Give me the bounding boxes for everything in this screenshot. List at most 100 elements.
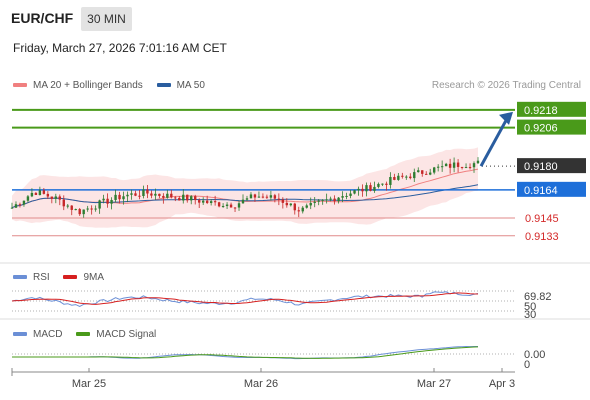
legend-swatch — [13, 332, 27, 337]
candle-body — [365, 185, 368, 192]
candle-body — [277, 198, 281, 200]
legend-ma50: MA 50 — [156, 80, 205, 91]
candle-body — [325, 199, 328, 201]
candle-body — [413, 172, 416, 179]
legend-label: MA 20 + Bollinger Bands — [33, 80, 143, 91]
timeframe-button[interactable]: 30 MIN — [81, 7, 132, 31]
candle-body — [54, 196, 58, 199]
price-tag-resistance — [517, 101, 586, 117]
candle-body — [456, 162, 460, 167]
chart-datetime: Friday, March 27, 2026 7:01:16 AM CET — [13, 41, 227, 55]
candle-body — [448, 163, 452, 168]
candle-body — [345, 195, 348, 197]
candle-body — [417, 170, 420, 173]
candle-body — [150, 193, 153, 196]
candle-body — [146, 189, 149, 194]
macd-legend: MACD MACD Signal — [13, 329, 167, 340]
rsi-level-label: 50 — [524, 301, 536, 313]
main-legend: MA 20 + Bollinger Bands MA 50 — [13, 80, 216, 91]
price-tag-label: 0.9206 — [524, 123, 558, 135]
x-tick-label: Mar 27 — [417, 378, 451, 390]
candle-body — [74, 209, 77, 211]
candle-body — [30, 192, 34, 197]
candle-body — [110, 199, 113, 204]
candle-body — [197, 200, 201, 203]
candle-body — [186, 194, 189, 201]
macd-last-label: 0.00 — [524, 349, 545, 361]
candle-body — [82, 209, 85, 215]
candle-body — [114, 194, 117, 200]
candle-body — [26, 196, 30, 201]
candle-body — [18, 204, 22, 206]
candle-body — [432, 167, 436, 173]
candle-body — [293, 203, 296, 211]
candle-body — [397, 175, 400, 180]
candle-body — [90, 208, 93, 210]
legend-rsi: RSI — [13, 272, 50, 283]
candle-body — [190, 196, 193, 201]
candle-body — [265, 196, 269, 198]
candle-body — [341, 196, 344, 198]
candle-body — [98, 200, 101, 209]
candle-body — [209, 201, 213, 203]
candle-body — [58, 196, 61, 200]
candle-body — [122, 196, 125, 200]
candle-body — [217, 202, 221, 207]
price-tag-label: 0.9164 — [524, 185, 558, 197]
candle-body — [349, 193, 352, 196]
legend-label: 9MA — [83, 272, 105, 283]
candle-body — [353, 190, 356, 194]
candle-body — [118, 194, 121, 200]
candle-body — [194, 196, 197, 201]
candle-body — [241, 199, 245, 204]
candle-body — [357, 188, 360, 191]
candle-body — [313, 201, 316, 204]
candle-body — [154, 193, 157, 196]
candle-body — [178, 197, 181, 201]
legend-swatch — [63, 275, 78, 280]
symbol-title: EUR/CHF — [11, 10, 74, 26]
candle-body — [174, 197, 177, 199]
candle-body — [170, 193, 173, 198]
rsi-line — [11, 291, 479, 307]
candle-body — [429, 172, 432, 175]
candle-body — [229, 204, 233, 208]
candle-body — [444, 163, 448, 167]
candle-body — [297, 210, 300, 212]
candle-body — [166, 193, 169, 198]
legend-swatch — [156, 83, 171, 88]
candle-body — [94, 208, 97, 210]
candle-body — [460, 166, 464, 168]
candle-body — [309, 203, 312, 206]
candle-body — [305, 205, 308, 208]
candle-body — [38, 190, 42, 196]
candle-body — [285, 202, 289, 206]
price-tag-label: 0.9180 — [524, 161, 558, 173]
candle-body — [249, 194, 253, 199]
bollinger-band-area — [12, 147, 478, 228]
candle-body — [281, 199, 285, 203]
candle-body — [130, 193, 133, 195]
candle-body — [337, 197, 340, 202]
candle-body — [333, 198, 336, 202]
credit-text: Research © 2026 Trading Central — [431, 80, 581, 91]
candle-body — [201, 200, 205, 203]
candle-body — [14, 204, 18, 208]
candle-body — [289, 203, 293, 206]
candle-body — [86, 208, 89, 210]
candle-body — [261, 196, 265, 198]
support-level-label: 0.9145 — [525, 213, 559, 225]
candle-body — [50, 196, 54, 199]
price-tag-label: 0.9218 — [524, 105, 558, 117]
candle-body — [213, 201, 217, 203]
candle-body — [472, 163, 476, 168]
candle-body — [381, 183, 384, 185]
candle-body — [425, 173, 428, 175]
support-level-label: 0.9133 — [525, 231, 559, 243]
rsi-9ma-line — [11, 292, 479, 305]
candle-body — [385, 183, 388, 185]
candle-body — [468, 167, 472, 169]
legend-label: MA 50 — [176, 80, 205, 91]
legend-macd: MACD — [13, 329, 62, 340]
